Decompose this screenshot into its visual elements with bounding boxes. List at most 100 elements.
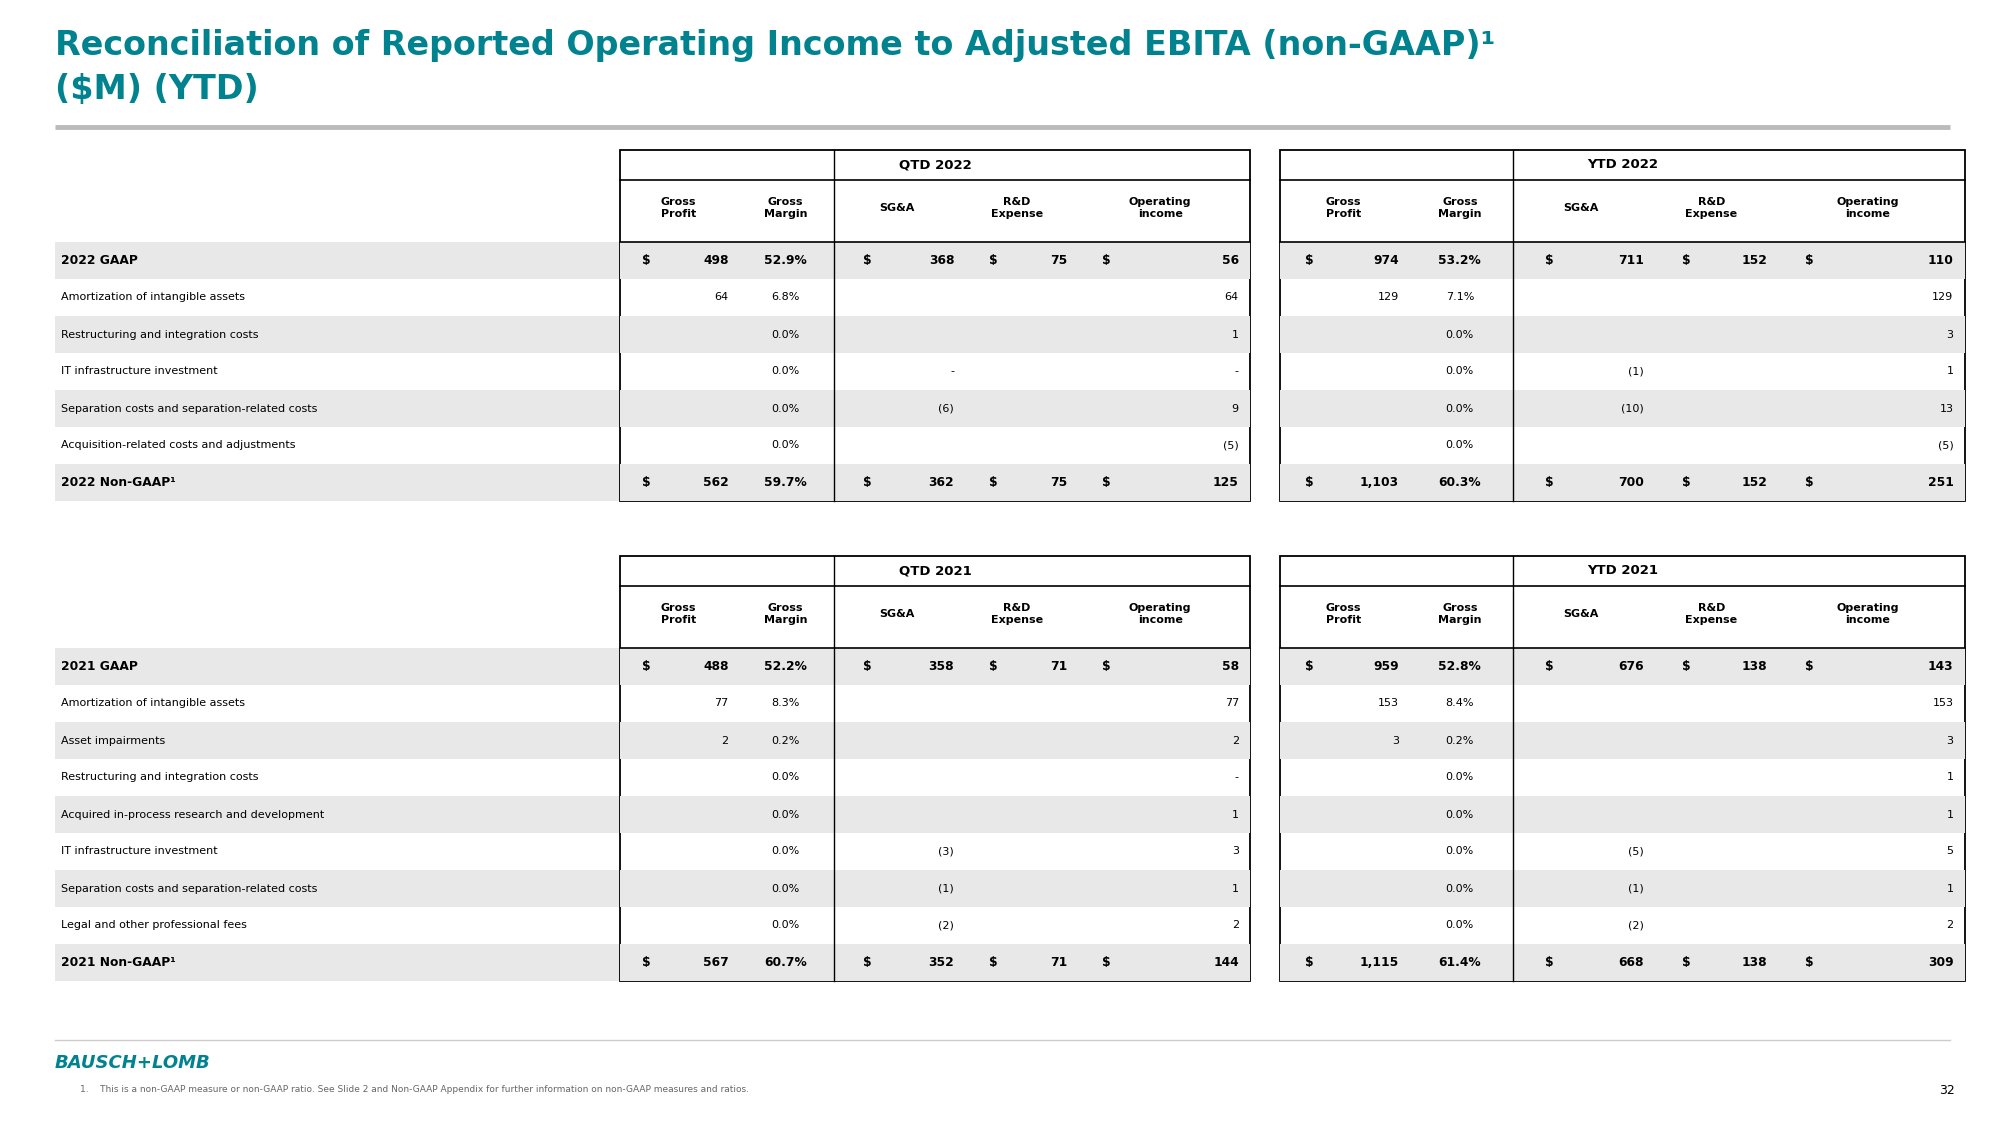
Text: Acquired in-process research and development: Acquired in-process research and develop… (60, 810, 324, 819)
Text: 1: 1 (1232, 810, 1238, 819)
Text: IT infrastructure investment: IT infrastructure investment (60, 367, 218, 377)
Bar (1280, 242, 1964, 279)
Text: IT infrastructure investment: IT infrastructure investment (60, 846, 218, 856)
Text: 2022 Non-GAAP¹: 2022 Non-GAAP¹ (60, 476, 176, 489)
Text: 52.8%: 52.8% (1438, 660, 1482, 673)
Text: 13: 13 (1940, 404, 1954, 414)
Text: 1: 1 (1232, 330, 1238, 340)
Text: (2): (2) (1628, 920, 1644, 930)
Text: 2: 2 (1232, 736, 1238, 746)
Text: 676: 676 (1618, 660, 1644, 673)
Text: 6.8%: 6.8% (772, 292, 800, 303)
Bar (620, 648, 1250, 685)
Text: $: $ (1682, 660, 1690, 673)
Text: 0.0%: 0.0% (1446, 441, 1474, 450)
Text: Restructuring and integration costs: Restructuring and integration costs (60, 330, 258, 340)
Text: 3: 3 (1232, 846, 1238, 856)
Text: Gross
Profit: Gross Profit (660, 603, 696, 626)
Text: Asset impairments: Asset impairments (60, 736, 166, 746)
Text: -: - (1234, 773, 1238, 783)
Text: 0.0%: 0.0% (772, 773, 800, 783)
Text: SG&A: SG&A (880, 609, 914, 619)
Text: 251: 251 (1928, 476, 1954, 489)
Text: $: $ (862, 476, 872, 489)
Bar (620, 464, 1250, 501)
Text: 0.2%: 0.2% (1446, 736, 1474, 746)
Text: 2021 Non-GAAP¹: 2021 Non-GAAP¹ (60, 956, 176, 969)
Text: 0.0%: 0.0% (1446, 810, 1474, 819)
Text: R&D
Expense: R&D Expense (990, 603, 1042, 626)
Text: 0.0%: 0.0% (1446, 404, 1474, 414)
Text: 60.7%: 60.7% (764, 956, 806, 969)
Text: R&D
Expense: R&D Expense (990, 197, 1042, 219)
Text: 64: 64 (1224, 292, 1238, 303)
Text: 352: 352 (928, 956, 954, 969)
Text: 700: 700 (1618, 476, 1644, 489)
Text: BAUSCH+LOMB: BAUSCH+LOMB (56, 1054, 210, 1072)
Bar (1280, 316, 1964, 353)
Bar (1280, 464, 1964, 501)
Text: 5: 5 (1946, 846, 1954, 856)
Text: $: $ (1806, 254, 1814, 267)
Bar (620, 150, 1250, 501)
Text: $: $ (1682, 956, 1690, 969)
Text: 668: 668 (1618, 956, 1644, 969)
Text: 1,103: 1,103 (1360, 476, 1398, 489)
Text: 52.2%: 52.2% (764, 660, 806, 673)
Text: $: $ (1544, 660, 1554, 673)
Text: (1): (1) (938, 883, 954, 893)
Text: 152: 152 (1742, 476, 1768, 489)
Text: 0.0%: 0.0% (1446, 330, 1474, 340)
Text: 2: 2 (1232, 920, 1238, 930)
Text: (1): (1) (1628, 883, 1644, 893)
Text: SG&A: SG&A (1564, 202, 1600, 213)
Bar (56, 648, 620, 685)
Bar (56, 464, 620, 501)
Text: (10): (10) (1622, 404, 1644, 414)
Bar (1280, 944, 1964, 981)
Text: $: $ (642, 660, 650, 673)
Text: $: $ (1102, 660, 1110, 673)
Text: $: $ (862, 660, 872, 673)
Text: 2: 2 (722, 736, 728, 746)
Text: Legal and other professional fees: Legal and other professional fees (60, 920, 246, 930)
Text: $: $ (988, 476, 998, 489)
Bar (1280, 150, 1964, 501)
Bar (56, 796, 620, 832)
Text: Restructuring and integration costs: Restructuring and integration costs (60, 773, 258, 783)
Text: $: $ (1806, 476, 1814, 489)
Text: 2: 2 (1946, 920, 1954, 930)
Text: 129: 129 (1378, 292, 1398, 303)
Bar (56, 870, 620, 907)
Text: 0.0%: 0.0% (772, 330, 800, 340)
Text: 3: 3 (1946, 736, 1954, 746)
Text: Amortization of intangible assets: Amortization of intangible assets (60, 699, 244, 709)
Text: 0.0%: 0.0% (772, 920, 800, 930)
Text: $: $ (1102, 956, 1110, 969)
Bar (56, 316, 620, 353)
Text: 0.0%: 0.0% (772, 367, 800, 377)
Text: Operating
income: Operating income (1836, 197, 1898, 219)
Text: Acquisition-related costs and adjustments: Acquisition-related costs and adjustment… (60, 441, 296, 450)
Text: 1: 1 (1232, 883, 1238, 893)
Text: 362: 362 (928, 476, 954, 489)
Bar (1280, 722, 1964, 759)
Text: $: $ (988, 254, 998, 267)
Bar (620, 390, 1250, 428)
Text: 153: 153 (1932, 699, 1954, 709)
Text: 8.3%: 8.3% (772, 699, 800, 709)
Text: 125: 125 (1212, 476, 1238, 489)
Text: SG&A: SG&A (1564, 609, 1600, 619)
Text: Separation costs and separation-related costs: Separation costs and separation-related … (60, 404, 318, 414)
Text: 3: 3 (1392, 736, 1398, 746)
Text: 8.4%: 8.4% (1446, 699, 1474, 709)
Text: Operating
income: Operating income (1128, 603, 1192, 626)
Text: 1,115: 1,115 (1360, 956, 1398, 969)
Text: $: $ (1102, 476, 1110, 489)
Text: Gross
Profit: Gross Profit (1326, 603, 1362, 626)
Text: $: $ (1806, 660, 1814, 673)
Text: -: - (950, 367, 954, 377)
Bar (620, 316, 1250, 353)
Bar (1280, 796, 1964, 832)
Text: $: $ (1544, 956, 1554, 969)
